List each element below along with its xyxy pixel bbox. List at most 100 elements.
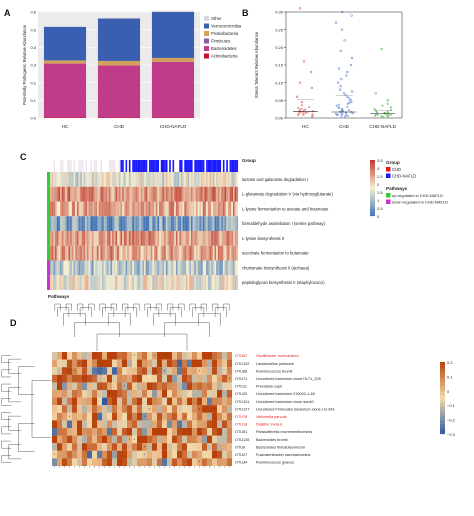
panel-c-cell [60,186,62,202]
panel-c-cell [110,275,113,291]
panel-d-row-dendrogram-branch [8,387,22,403]
panel-d-cell [172,412,178,421]
panel-d-cell [122,458,128,467]
panel-c-cell [145,186,148,202]
panel-c-cell [56,275,59,291]
panel-c-cell [105,231,108,246]
panel-c-scale-segment [370,207,375,210]
panel-c-cell [152,231,155,246]
panel-d-cell [182,405,188,413]
panel-b-xtick: CHD [339,124,350,129]
panel-c-cell [80,172,82,187]
panel-c-cell [98,172,101,187]
panel-c-group-cell [206,160,208,172]
panel-c-cell [231,186,234,202]
panel-d-significance-mark: * [79,362,81,366]
panel-d-row-taxon: Prevotella copri [256,385,282,389]
panel-c-cell [102,231,104,246]
panel-c-cell [122,231,124,246]
panel-c-group-cell [98,160,101,172]
panel-c-cell [128,186,131,202]
panel-c-cell [236,245,239,261]
panel-d-cell [102,397,108,406]
panel-c-cell [81,231,84,246]
panel-d-cell [177,405,183,413]
panel-c-cell [61,172,64,187]
panel-c-cell [85,216,87,232]
panel-c-cell [217,216,220,232]
panel-d-cell [147,420,153,429]
panel-d-cell [82,458,88,467]
panel-d-cell [87,374,93,383]
panel-c-scale-segment [370,164,375,166]
panel-d-cell [172,405,178,413]
panel-a-ytick: 0.1 [30,98,36,103]
panel-c-cell [103,186,106,202]
panel-c-cell [135,172,138,187]
panel-c-cell [204,201,207,217]
panel-b-point [386,102,389,105]
panel-c-cell [98,275,101,291]
panel-c-cell [174,275,176,291]
panel-c-scale-segment [370,182,375,184]
panel-c-group-cell [55,160,57,172]
panel-c-cell [125,275,128,291]
panel-c-cell [207,186,210,202]
panel-c-cell [212,201,215,217]
panel-c-cell [159,216,161,232]
panel-c-group-cell [120,160,123,172]
panel-c-cell [88,260,91,276]
panel-c-cell [182,201,185,217]
panel-c-cell [123,245,126,261]
panel-c-cell [229,172,232,187]
panel-c-cell [130,186,133,202]
panel-c-cell [214,186,217,202]
panel-d-cell [152,359,158,368]
panel-d-scale-segment [440,371,445,373]
panel-c-cell [164,275,166,291]
panel-c-cell [65,275,67,291]
panel-c-cell [221,172,223,187]
panel-d-cell [102,450,108,459]
panel-d-scale-tick: −0.3 [447,432,456,437]
panel-d-cell [67,352,73,360]
panel-c-cell [202,201,205,217]
panel-c-cell [184,216,187,232]
panel-d-cell [132,367,138,375]
panel-d-cell [222,405,228,413]
panel-d-col-dendrogram-branch [169,307,182,317]
panel-c-group-cell [112,160,114,172]
panel-c-cell [199,245,202,261]
panel-c-cell [108,172,111,187]
panel-d-cell [137,450,143,459]
panel-a-legend-label: Firmicutes [211,39,230,44]
panel-c-pathway-cell [47,216,50,231]
panel-b-point [340,28,344,31]
panel-c-cell [219,260,222,276]
panel-c-cell [135,245,138,261]
panel-c-cell [127,260,129,276]
panel-d-cell [217,390,223,398]
panel-c-cell [78,260,81,276]
panel-d-cell [192,458,198,467]
panel-c-cell [80,275,82,291]
panel-c-cell [185,275,188,291]
panel-d-cell [87,405,93,413]
panel-d-cell [197,374,203,383]
panel-c-cell [211,231,213,246]
panel-c-cell [157,231,160,246]
panel-c-group-cell [192,160,195,172]
panel-d-cell [207,443,213,451]
panel-c-group-cell [222,160,225,172]
panel-b-point [351,90,354,93]
panel-d-cell [132,450,138,459]
panel-c-cell [202,275,205,291]
panel-c-scale-tick: 0 [377,214,380,219]
panel-c-group-cell [75,160,77,172]
panel-d-cell [122,352,128,360]
panel-d-cell [122,443,128,451]
panel-d-cell [92,420,98,429]
panel-d-cell [177,359,183,368]
panel-c-cell [182,245,185,261]
panel-d-cell [77,367,83,375]
